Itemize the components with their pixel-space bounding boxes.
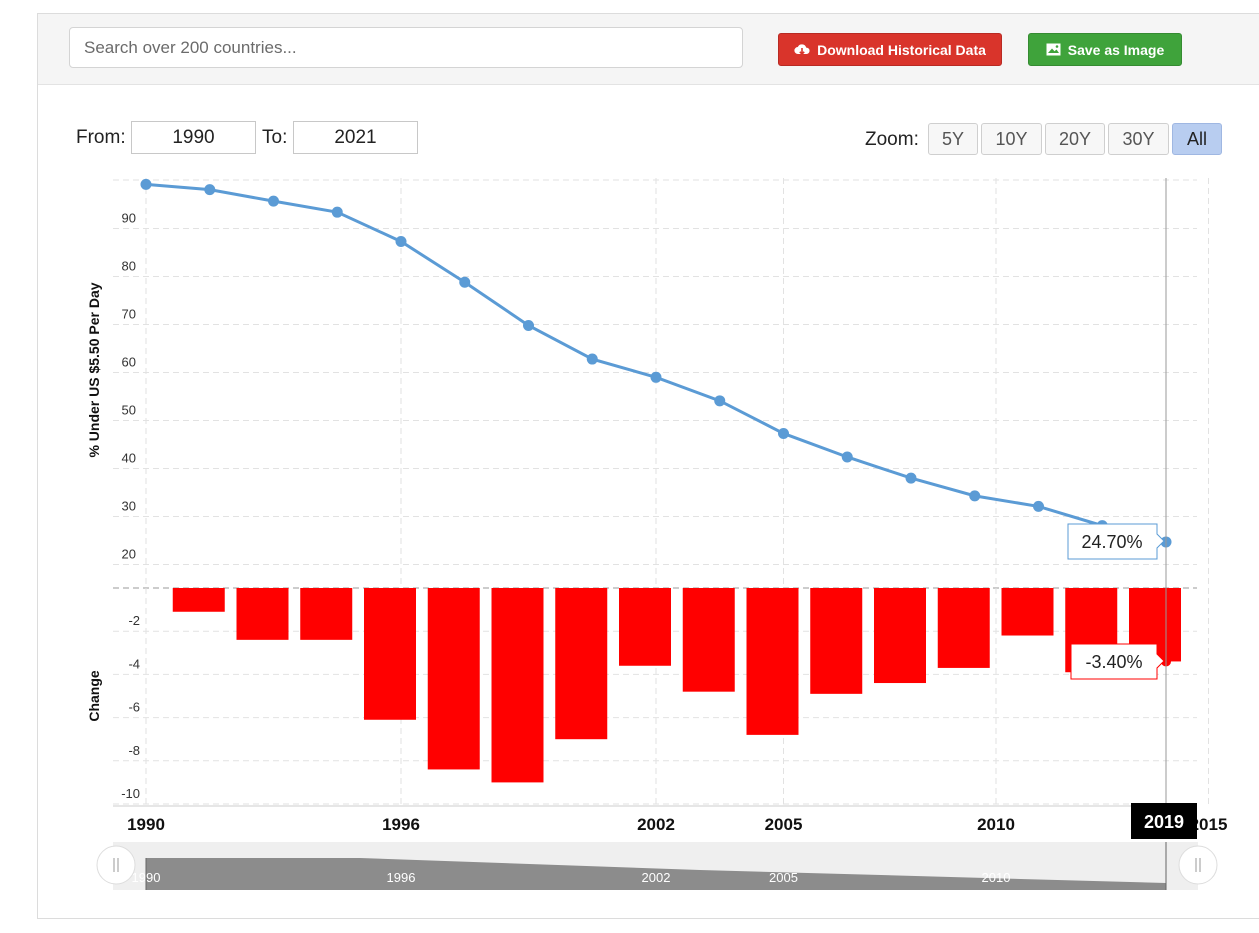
- save-label: Save as Image: [1067, 41, 1165, 58]
- change-bar: [236, 588, 289, 640]
- zoom-10y-button[interactable]: 10Y: [981, 123, 1042, 155]
- chart-panel: Download Historical Data Save as Image: [37, 13, 1259, 919]
- x-tick-label: 2002: [637, 815, 675, 834]
- data-point: [523, 319, 534, 331]
- x-tick-label: 2010: [977, 815, 1015, 834]
- x-tick-label: 2015: [1190, 815, 1228, 834]
- bar-y-tick-label: -4: [128, 656, 140, 671]
- navigator-series: [146, 858, 1166, 890]
- change-bar: [874, 588, 926, 684]
- data-point: [140, 178, 152, 190]
- change-bar: [746, 588, 799, 735]
- data-point: [204, 184, 216, 196]
- data-point: [331, 206, 343, 218]
- data-point: [268, 195, 279, 207]
- bar-tooltip-text: -3.40%: [1085, 652, 1142, 672]
- from-input[interactable]: 1990: [131, 121, 256, 154]
- line-y-tick-label: 50: [122, 403, 136, 418]
- data-point: [586, 353, 598, 365]
- navigator-right-handle[interactable]: [1178, 845, 1218, 885]
- bar-y-tick-label: -8: [128, 743, 140, 758]
- data-point: [778, 427, 789, 439]
- data-point: [714, 395, 726, 407]
- change-bar: [937, 588, 990, 668]
- bar-y-tick-label: -2: [128, 613, 140, 628]
- line-tooltip: 24.70%: [1067, 523, 1165, 560]
- line-y-tick-label: 20: [122, 547, 136, 562]
- x-tick-label: 2005: [765, 815, 803, 834]
- data-point: [459, 276, 471, 288]
- change-bar: [619, 588, 671, 666]
- line-y-tick-label: 80: [122, 259, 136, 274]
- navigator-label: 2005: [769, 870, 798, 885]
- zoom-30y-button[interactable]: 30Y: [1108, 123, 1169, 155]
- save-as-image-button[interactable]: Save as Image: [1028, 33, 1182, 66]
- data-point: [395, 235, 407, 247]
- navigator-left-handle[interactable]: [96, 845, 136, 885]
- x-axis-highlight: 2019: [1131, 803, 1197, 839]
- change-bar: [810, 588, 863, 694]
- navigator-label: 1996: [387, 870, 416, 885]
- zoom-label: Zoom:: [865, 129, 919, 150]
- bar-y-tick-label: -6: [128, 700, 140, 715]
- change-bar: [555, 588, 608, 740]
- change-bar: [427, 588, 480, 770]
- line-y-axis-title: % Under US $5.50 Per Day: [86, 282, 102, 457]
- download-historical-data-button[interactable]: Download Historical Data: [778, 33, 1002, 66]
- change-bar: [300, 588, 353, 640]
- navigator-label: 2002: [642, 870, 671, 885]
- bar-y-axis-title: Change: [86, 670, 102, 722]
- data-point: [1033, 500, 1044, 512]
- x-tick-label: 1996: [382, 815, 420, 834]
- line-y-tick-label: 70: [122, 307, 136, 322]
- change-bar: [682, 588, 735, 692]
- to-label: To:: [262, 127, 288, 148]
- data-point: [969, 490, 981, 502]
- bar-tooltip: -3.40%: [1070, 643, 1165, 680]
- data-point: [650, 371, 662, 383]
- to-input[interactable]: 2021: [293, 121, 418, 154]
- line-y-tick-label: 60: [122, 355, 136, 370]
- change-bar: [491, 588, 544, 783]
- line-y-tick-label: 30: [122, 499, 136, 514]
- line-y-tick-label: 40: [122, 451, 136, 466]
- data-point: [841, 451, 853, 463]
- zoom-20y-button[interactable]: 20Y: [1045, 123, 1105, 155]
- image-icon: [1046, 43, 1061, 56]
- change-bar: [172, 588, 225, 612]
- download-label: Download Historical Data: [817, 41, 986, 58]
- x-axis-highlight-label: 2019: [1144, 812, 1184, 832]
- bar-y-tick-label: -10: [121, 786, 140, 801]
- zoom-5y-button[interactable]: 5Y: [928, 123, 978, 155]
- search-input[interactable]: [69, 27, 743, 68]
- x-tick-label: 1990: [127, 815, 165, 834]
- cloud-download-icon: [794, 43, 810, 57]
- change-bar: [1001, 588, 1054, 636]
- data-point: [905, 472, 917, 484]
- change-bar: [364, 588, 416, 720]
- zoom-all-button[interactable]: All: [1172, 123, 1222, 155]
- navigator-label: 2010: [982, 870, 1011, 885]
- toolbar: Download Historical Data Save as Image: [38, 14, 1259, 85]
- line-tooltip-text: 24.70%: [1081, 532, 1142, 552]
- from-label: From:: [76, 127, 126, 148]
- line-y-tick-label: 90: [122, 211, 136, 226]
